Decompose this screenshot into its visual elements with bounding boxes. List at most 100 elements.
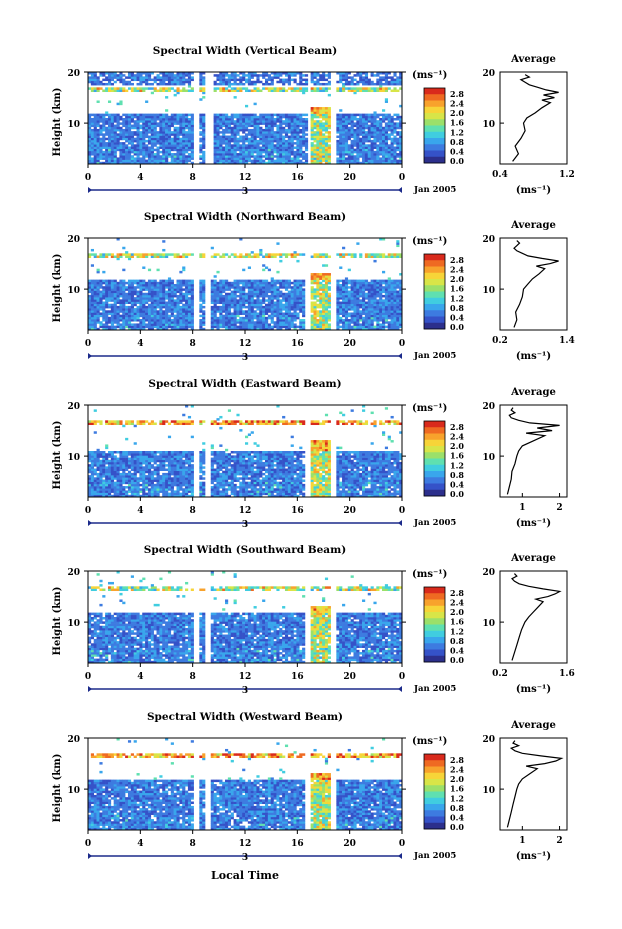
heatmap-cell (222, 157, 226, 160)
heatmap-cell (339, 142, 343, 145)
heatmap-cell (344, 281, 349, 285)
heatmap-cell (316, 142, 320, 145)
heatmap-cell (299, 301, 303, 305)
heatmap-cell (316, 107, 320, 110)
heatmap-cell (296, 161, 300, 165)
heatmap-cell (176, 303, 180, 307)
heatmap-cell (227, 122, 232, 125)
heatmap-cell (176, 286, 180, 289)
heatmap-cell (327, 301, 331, 305)
heatmap-cell (113, 312, 117, 315)
heatmap-cell (110, 308, 114, 311)
heatmap-cell (379, 159, 383, 163)
heatmap-cell (225, 120, 229, 123)
heatmap-cell (353, 305, 357, 309)
heatmap-cell (376, 131, 380, 134)
heatmap-cell (273, 72, 277, 75)
heatmap-cell (113, 321, 117, 324)
heatmap-cell (147, 74, 152, 77)
heatmap-cell (336, 72, 340, 75)
heatmap-cell (267, 161, 271, 165)
heatmap-cell (247, 325, 251, 329)
heatmap-cell (122, 292, 126, 296)
heatmap-cell (127, 72, 132, 75)
heatmap-cell (102, 155, 106, 158)
heatmap-cell (276, 308, 280, 311)
heatmap-cell (293, 126, 297, 130)
x-tick-label: 0 (399, 173, 405, 183)
heatmap-cell (313, 277, 317, 280)
heatmap-cell (110, 144, 114, 147)
heatmap-cell (356, 316, 360, 320)
heatmap-cell (384, 82, 389, 86)
heatmap-cell (213, 124, 217, 128)
heatmap-cell (356, 161, 360, 165)
heatmap-cell (344, 294, 349, 298)
heatmap-cell (384, 153, 389, 156)
heatmap-cell (156, 137, 160, 141)
heatmap-cell (93, 74, 97, 77)
heatmap-cell (156, 268, 160, 272)
heatmap-cell (304, 87, 309, 90)
heatmap-cell (216, 284, 220, 287)
heatmap-cell (316, 288, 320, 291)
heatmap-cell (264, 72, 269, 75)
heatmap-cell (142, 144, 146, 147)
heatmap-cell (350, 89, 354, 93)
heatmap-cell (219, 144, 223, 147)
heatmap-cell (219, 74, 223, 77)
heatmap-cell (210, 297, 214, 300)
heatmap-cell (182, 128, 186, 132)
heatmap-cell (242, 150, 246, 154)
heatmap-cell (96, 305, 100, 309)
heatmap-cell (139, 305, 143, 309)
heatmap-cells (88, 238, 403, 331)
heatmap-cell (165, 148, 169, 152)
heatmap-cell (170, 124, 174, 128)
heatmap-cell (364, 319, 369, 322)
heatmap-cell (216, 74, 220, 77)
heatmap-cell (324, 303, 329, 307)
heatmap-cell (213, 118, 217, 121)
heatmap-cell (162, 128, 166, 132)
heatmap-cell (310, 72, 314, 75)
heatmap-cell (382, 155, 386, 158)
heatmap-cell (122, 284, 126, 287)
heatmap-cell (262, 314, 266, 318)
heatmap-cell (293, 319, 297, 322)
heatmap-cell (90, 78, 94, 82)
heatmap-cell (336, 159, 340, 163)
heatmap-cell (356, 137, 360, 141)
heatmap-cell (105, 161, 109, 165)
heatmap-cell (322, 113, 326, 117)
heatmap-cell (359, 301, 363, 305)
heatmap-cell (107, 303, 112, 307)
heatmap-cell (156, 115, 160, 119)
heatmap-cell (179, 120, 183, 123)
heatmap-cell (324, 286, 329, 289)
heatmap-cell (336, 142, 340, 145)
heatmap-cell (113, 305, 117, 309)
heatmap-cell (159, 72, 163, 75)
heatmap-cell (219, 290, 223, 294)
heatmap-cell (247, 312, 251, 315)
heatmap-cell (170, 325, 174, 329)
heatmap-cell (142, 142, 146, 145)
heatmap-cell (253, 80, 257, 84)
heatmap-cell (107, 133, 112, 136)
heatmap-cell (187, 124, 192, 128)
heatmap-cell (173, 286, 177, 289)
heatmap-cell (282, 126, 286, 130)
heatmap-cell (376, 126, 380, 130)
heatmap-cell (299, 146, 303, 149)
heatmap-cell (116, 89, 120, 93)
heatmap-cell (113, 159, 117, 163)
heatmap-cell (127, 299, 132, 302)
heatmap-cell (390, 150, 394, 154)
heatmap-cell (167, 135, 172, 139)
heatmap-cell (222, 148, 226, 152)
heatmap-cell (393, 72, 397, 75)
heatmap-cell (304, 74, 309, 77)
heatmap-cell (165, 290, 169, 294)
heatmap-cell (344, 148, 349, 152)
